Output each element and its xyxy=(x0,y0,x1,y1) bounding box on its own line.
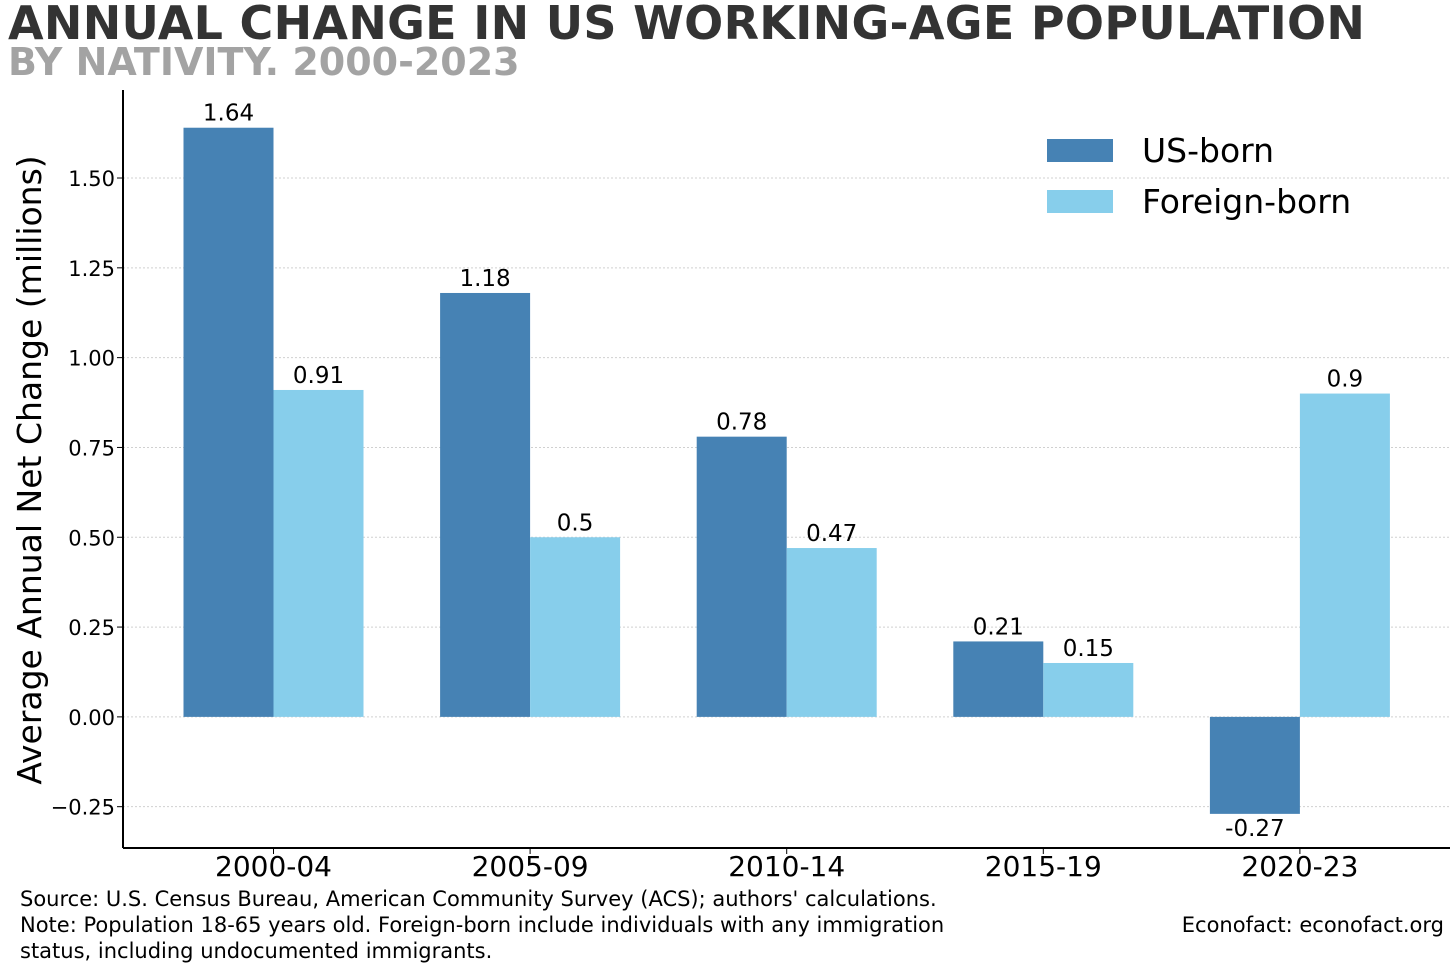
bar-chart: 1.640.911.180.50.780.470.210.15-0.270.9 … xyxy=(10,90,1450,880)
population-note: Note: Population 18-65 years old. Foreig… xyxy=(20,912,944,964)
bar-foreign-born-2000-04 xyxy=(273,389,364,717)
x-tick-label: 2005-09 xyxy=(472,850,589,880)
bar-us-born-2000-04 xyxy=(183,127,274,717)
data-label: 0.78 xyxy=(716,410,767,436)
bar-foreign-born-2020-23 xyxy=(1299,393,1390,717)
data-label: 0.47 xyxy=(806,521,857,547)
y-tick-label: 0.00 xyxy=(68,706,115,730)
y-tick-label: 0.50 xyxy=(68,526,115,550)
y-tick-label: 1.25 xyxy=(68,257,115,281)
y-tick-label: 0.25 xyxy=(68,616,115,640)
x-tick-label: 2015-19 xyxy=(985,850,1102,880)
chart-title: ANNUAL CHANGE IN US WORKING-AGE POPULATI… xyxy=(8,0,1366,50)
data-label: 1.18 xyxy=(459,266,510,292)
data-label: 0.15 xyxy=(1063,636,1114,662)
credit-note: Econofact: econofact.org xyxy=(1181,913,1444,937)
legend-swatch xyxy=(1047,190,1113,213)
data-labels: 1.64 0.91 1.18 0.5 0.78 0.47 0.21 0.15 -0.27 0.9 xyxy=(203,101,1363,842)
bar-us-born-2005-09 xyxy=(440,292,531,717)
bar-foreign-born-2015-19 xyxy=(1043,662,1134,717)
bar-us-born-2020-23 xyxy=(1209,716,1300,814)
data-label: 1.64 xyxy=(203,101,254,127)
legend-swatch xyxy=(1047,139,1113,162)
x-tick-label: 2000-04 xyxy=(215,850,332,880)
data-label: 0.21 xyxy=(973,614,1024,640)
data-label: 0.5 xyxy=(557,510,594,536)
bar-us-born-2015-19 xyxy=(953,641,1044,717)
data-label: 0.91 xyxy=(293,363,344,389)
population-note-line-1: Note: Population 18-65 years old. Foreig… xyxy=(20,913,945,937)
x-tick-label: 2010-14 xyxy=(728,850,845,880)
data-label: 0.9 xyxy=(1327,367,1364,393)
source-note: Source: U.S. Census Bureau, American Com… xyxy=(20,887,937,911)
x-tick-label: 2020-23 xyxy=(1241,850,1358,880)
chart-subtitle: BY NATIVITY. 2000-2023 xyxy=(8,40,520,84)
legend-label: Foreign-born xyxy=(1142,182,1351,221)
y-tick-label: 1.50 xyxy=(68,167,115,191)
legend: US-born Foreign-born xyxy=(1047,131,1351,221)
y-tick-label: 0.75 xyxy=(68,436,115,460)
population-note-line-2: status, including undocumented immigrant… xyxy=(20,939,493,963)
y-tick-label: −0.25 xyxy=(51,796,115,820)
bar-foreign-born-2010-14 xyxy=(786,548,877,717)
bar-us-born-2010-14 xyxy=(696,436,787,717)
legend-label: US-born xyxy=(1142,131,1274,170)
bar-foreign-born-2005-09 xyxy=(530,537,621,717)
y-axis-label: Average Annual Net Change (millions) xyxy=(10,155,49,784)
axes: Average Annual Net Change (millions) −0.… xyxy=(10,90,1450,880)
y-tick-label: 1.00 xyxy=(68,347,115,371)
data-label: -0.27 xyxy=(1225,816,1285,842)
bars xyxy=(183,127,1390,814)
